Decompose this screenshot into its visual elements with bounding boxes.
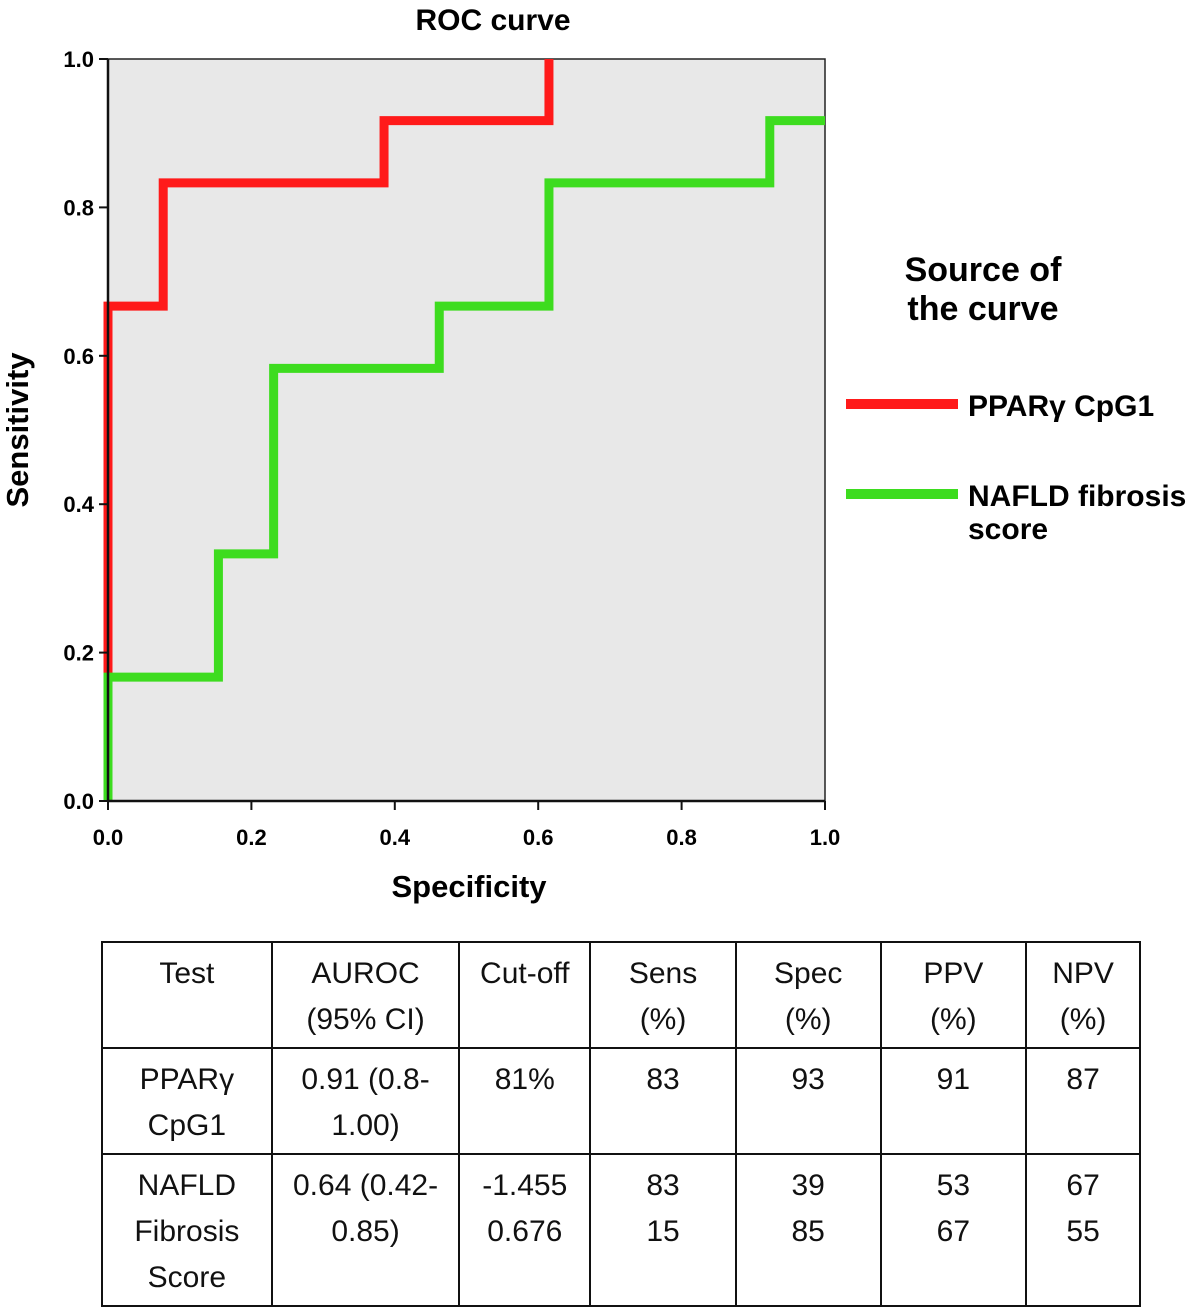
x-tick-label: 0.0	[93, 825, 124, 850]
y-tick-label: 1.0	[63, 47, 94, 72]
x-tick-label: 0.8	[666, 825, 697, 850]
table-cell: -1.455 0.676	[458, 1153, 592, 1307]
table-cell: 39 85	[734, 1153, 882, 1307]
y-tick-label: 0.4	[63, 492, 94, 517]
table-row: NAFLD Fibrosis Score 0.64 (0.42- 0.85) -1.455…	[101, 1153, 1141, 1307]
cell-text: 67	[936, 1215, 971, 1248]
cell-text: 91	[936, 1063, 971, 1096]
table-header-cell: Sens (%)	[589, 941, 737, 1049]
chart-title: ROC curve	[415, 4, 570, 37]
cell-text: 83	[646, 1063, 680, 1096]
cell-text: Sens	[628, 957, 698, 990]
cell-text: (%)	[930, 1003, 977, 1036]
legend-label-2: NAFLD fibrosis	[968, 480, 1186, 513]
x-tick-label: 0.2	[236, 825, 267, 850]
cell-text: 87	[1066, 1063, 1100, 1096]
cell-text: 67	[1066, 1169, 1100, 1202]
cell-text: Spec	[774, 957, 843, 990]
legend-title: the curve	[907, 290, 1058, 328]
cell-text: (95% CI)	[306, 1003, 425, 1036]
legend-label-2: score	[968, 513, 1048, 546]
table-header-row: Test AUROC (95% CI) Cut-off Sens (%) Spec (%) PP…	[101, 941, 1141, 1049]
table-cell: 93	[734, 1047, 882, 1155]
cell-text: -1.455	[482, 1169, 568, 1202]
x-axis-label: Specificity	[391, 869, 547, 904]
table-header-cell: Cut-off	[458, 941, 592, 1049]
cell-text: (%)	[1059, 1003, 1107, 1036]
cell-text: NAFLD	[137, 1169, 237, 1202]
cell-text: CpG1	[147, 1109, 227, 1142]
table-header-cell: Test	[101, 941, 273, 1049]
cell-text: 1.00)	[331, 1109, 400, 1142]
cell-text: Test	[159, 957, 215, 990]
cell-text: 0.91 (0.8-	[301, 1063, 430, 1096]
series-line-1	[103, 59, 554, 801]
cell-text: NPV	[1052, 957, 1114, 990]
legend-label-1: PPARγ CpG1	[968, 390, 1154, 423]
cell-text: 15	[646, 1215, 680, 1248]
cell-text: 93	[791, 1063, 825, 1096]
table-cell: 83	[589, 1047, 737, 1155]
table-cell: 0.91 (0.8- 1.00)	[270, 1047, 461, 1155]
cell-text: Cut-off	[480, 957, 570, 990]
cell-text: 83	[646, 1169, 680, 1202]
stats-table: Test AUROC (95% CI) Cut-off Sens (%) Spec (%) PP…	[101, 941, 1141, 1307]
cell-text: 53	[936, 1169, 971, 1202]
cell-text: 81%	[494, 1063, 555, 1096]
table-cell: 0.64 (0.42- 0.85)	[270, 1153, 461, 1307]
table-cell: NAFLD Fibrosis Score	[101, 1153, 273, 1307]
table-cell: PPARγ CpG1	[101, 1047, 273, 1155]
cell-text: (%)	[639, 1003, 687, 1036]
cell-text: 0.64 (0.42-	[293, 1169, 439, 1202]
cell-text: 85	[791, 1215, 825, 1248]
x-tick-label: 1.0	[810, 825, 841, 850]
cell-text: Score	[147, 1261, 227, 1294]
cell-text: PPV	[923, 957, 984, 990]
roc-chart: ROC curve 0.0 0.2 0.4 0.6 0.8 1.0 0.0 0.2 0.4 0.6…	[0, 4, 1186, 904]
table-cell: 67 55	[1025, 1153, 1141, 1307]
y-tick-label: 0.8	[63, 195, 94, 220]
table-row: PPARγ CpG1 0.91 (0.8- 1.00) 81% 83 93 91 87	[101, 1047, 1141, 1155]
cell-text: (%)	[784, 1003, 832, 1036]
table-cell: 83 15	[589, 1153, 737, 1307]
x-tick-label: 0.4	[380, 825, 411, 850]
series-line-2	[103, 116, 825, 801]
y-tick-label: 0.6	[63, 344, 94, 369]
cell-text: PPARγ	[139, 1063, 235, 1096]
table-header-cell: PPV (%)	[879, 941, 1028, 1049]
cell-text: 0.676	[487, 1215, 563, 1248]
cell-text: 0.85)	[331, 1215, 400, 1248]
table-header-cell: Spec (%)	[734, 941, 882, 1049]
y-axis-label: Sensitivity	[0, 352, 35, 508]
table-cell: 87	[1025, 1047, 1141, 1155]
table-header-cell: NPV (%)	[1025, 941, 1141, 1049]
cell-text: 55	[1066, 1215, 1100, 1248]
legend-title: Source of	[905, 251, 1062, 289]
cell-text: AUROC	[311, 957, 420, 990]
y-tick-label: 0.0	[63, 789, 94, 814]
table-cell: 91	[879, 1047, 1028, 1155]
table-cell: 81%	[458, 1047, 592, 1155]
table-cell: 53 67	[879, 1153, 1028, 1307]
table-header-cell: AUROC (95% CI)	[270, 941, 461, 1049]
cell-text: 39	[791, 1169, 825, 1202]
cell-text: Fibrosis	[134, 1215, 240, 1248]
plot-area	[107, 58, 826, 802]
y-tick-label: 0.2	[63, 641, 94, 666]
x-tick-label: 0.6	[523, 825, 554, 850]
